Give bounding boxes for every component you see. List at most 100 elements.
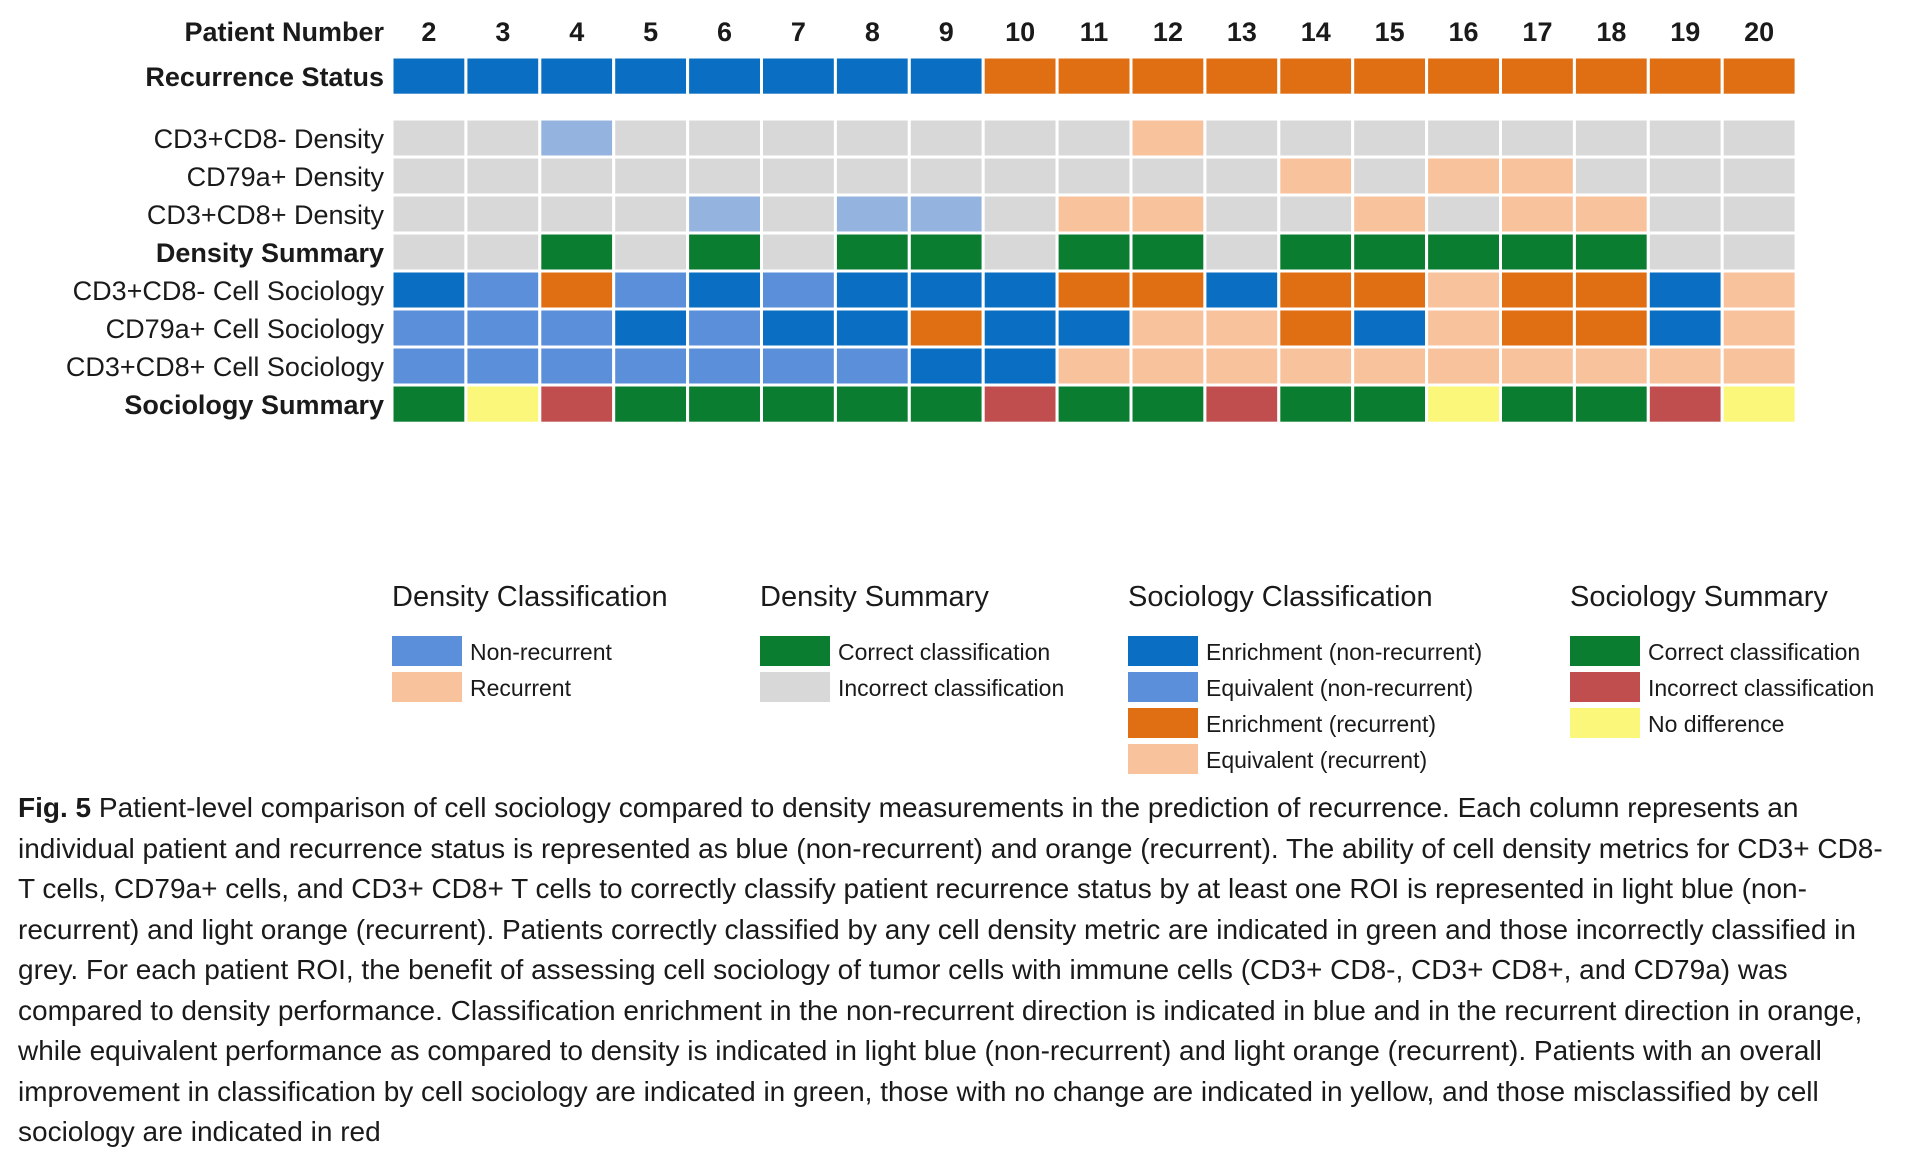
legend-title: Density Summary (760, 581, 989, 613)
heatmap-cell (1572, 383, 1650, 425)
heatmap-cell (1055, 307, 1133, 349)
heatmap-cell (1720, 117, 1798, 159)
patient-number-tick: 3 (495, 17, 510, 47)
heatmap-cell (760, 117, 837, 159)
heatmap-cell (612, 345, 690, 387)
heatmap-cell (464, 117, 542, 159)
heatmap-cell (464, 383, 542, 425)
heatmap-cell (390, 155, 468, 197)
heatmap-cell (1646, 345, 1724, 387)
heatmap-cell (1425, 269, 1502, 311)
heatmap-cell (981, 383, 1059, 425)
patient-number-tick: 19 (1670, 17, 1700, 47)
heatmap-cell (1499, 345, 1576, 387)
heatmap-cell (390, 383, 468, 425)
heatmap-cell (390, 55, 468, 97)
legend-swatch (1128, 744, 1198, 774)
patient-number-tick: 6 (717, 17, 732, 47)
heatmap-cell (390, 307, 468, 349)
heatmap-cell (1203, 383, 1281, 425)
heatmap-cell (907, 155, 985, 197)
legend-label: Enrichment (recurrent) (1206, 711, 1436, 737)
row-label: CD79a+ Cell Sociology (106, 314, 385, 344)
heatmap-cell (1572, 345, 1650, 387)
legend-label: No difference (1648, 711, 1784, 737)
legend-label: Equivalent (recurrent) (1206, 747, 1427, 773)
heatmap-cell (1425, 307, 1502, 349)
legend-swatch (1570, 636, 1640, 666)
heatmap-cell (1720, 155, 1798, 197)
heatmap-cell (1055, 269, 1133, 311)
heatmap-cell (686, 383, 763, 425)
patient-number-tick: 9 (939, 17, 954, 47)
heatmap-cell (760, 55, 837, 97)
heatmap-cell (1720, 383, 1798, 425)
heatmap-cell (612, 383, 690, 425)
heatmap-cell (1351, 231, 1429, 273)
heatmap-cell (1277, 269, 1355, 311)
heatmap-cell (1055, 345, 1133, 387)
heatmap-cell (760, 269, 837, 311)
heatmap-cell (1572, 155, 1650, 197)
patient-number-tick: 8 (865, 17, 880, 47)
heatmap-cell (1499, 117, 1576, 159)
heatmap-cell (1351, 345, 1429, 387)
heatmap-cell (907, 345, 985, 387)
heatmap-cell (833, 383, 911, 425)
heatmap-cell (1646, 193, 1724, 235)
heatmap-cell (1646, 269, 1724, 311)
heatmap-cell (981, 155, 1059, 197)
heatmap-cell (760, 383, 837, 425)
legend-label: Incorrect classification (1648, 675, 1874, 701)
heatmap-cell (1203, 117, 1281, 159)
caption-text: Patient-level comparison of cell sociolo… (18, 792, 1883, 1147)
heatmap-cell (1203, 307, 1281, 349)
heatmap-cell (1572, 55, 1650, 97)
heatmap-cell (907, 307, 985, 349)
heatmap-cell (833, 231, 911, 273)
heatmap-cell (1277, 193, 1355, 235)
heatmap-cell (464, 307, 542, 349)
heatmap-cell (1129, 155, 1207, 197)
heatmap-cell (760, 193, 837, 235)
legend-swatch (392, 672, 462, 702)
heatmap-cell (833, 307, 911, 349)
heatmap-cell (1351, 117, 1429, 159)
patient-number-tick: 13 (1227, 17, 1257, 47)
heatmap-cell (833, 269, 911, 311)
heatmap-cell (1129, 117, 1207, 159)
heatmap-cell (907, 55, 985, 97)
row-label: Sociology Summary (124, 390, 384, 420)
heatmap-cell (1646, 117, 1724, 159)
heatmap-cell (833, 193, 911, 235)
heatmap-cell (1720, 231, 1798, 273)
heatmap-cell (686, 231, 763, 273)
heatmap-cell (538, 193, 616, 235)
heatmap-cell (1499, 193, 1576, 235)
heatmap-cell (1203, 269, 1281, 311)
heatmap-cell (538, 155, 616, 197)
row-label: Density Summary (156, 238, 384, 268)
heatmap-cell (907, 231, 985, 273)
heatmap-cell (1425, 117, 1502, 159)
legend-label: Non-recurrent (470, 639, 612, 665)
heatmap-cell (760, 231, 837, 273)
heatmap-cell (1646, 231, 1724, 273)
heatmap-cell (981, 231, 1059, 273)
heatmap-cell (981, 193, 1059, 235)
heatmap-cell (1720, 55, 1798, 97)
heatmap-cell (1646, 55, 1724, 97)
heatmap-cell (1499, 307, 1576, 349)
heatmap-cell (686, 155, 763, 197)
heatmap-cell (390, 231, 468, 273)
heatmap-cell (1572, 117, 1650, 159)
heatmap-cell (538, 383, 616, 425)
row-label: CD79a+ Density (187, 162, 385, 192)
legend-label: Equivalent (non-recurrent) (1206, 675, 1473, 701)
heatmap-cell (907, 193, 985, 235)
legend-swatch (1128, 672, 1198, 702)
heatmap-cell (1277, 307, 1355, 349)
heatmap-cell (1129, 383, 1207, 425)
heatmap-cell (390, 193, 468, 235)
heatmap-cell (1055, 117, 1133, 159)
